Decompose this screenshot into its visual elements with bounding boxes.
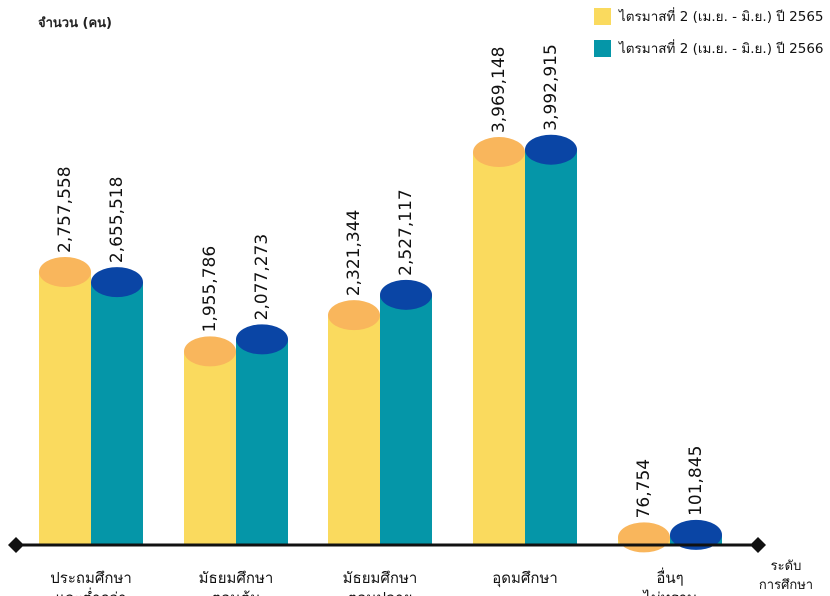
legend-label-2566: ไตรมาสที่ 2 (เม.ย. - มิ.ย.) ปี 2566 (619, 41, 824, 57)
bar-cap-2566-0 (91, 267, 143, 298)
bar-cap-2565-3 (473, 137, 525, 168)
data-labels: 2,757,558 1,955,786 2,321,344 3,969,148 76,7… (55, 44, 706, 518)
bar-2566-1 (236, 339, 288, 545)
category-label-0-1: และต่ำกว่า (55, 587, 126, 596)
category-label-0-0: ประถมศึกษา (50, 569, 132, 587)
legend-label-2565: ไตรมาสที่ 2 (เม.ย. - มิ.ย.) ปี 2565 (619, 9, 824, 25)
value-label-2566-1: 2,077,273 (252, 234, 272, 321)
category-label-2-1: ตอนปลาย (348, 589, 413, 596)
axis-end-diamond (750, 537, 766, 553)
bar-2565-0 (39, 272, 91, 545)
bar-2566-0 (91, 282, 143, 545)
bar-cap-2565-4 (618, 522, 670, 553)
legend-swatch-2565 (594, 7, 611, 25)
value-label-2566-2: 2,527,117 (396, 189, 416, 276)
category-labels: ประถมศึกษาและต่ำกว่า มัธยมศึกษาตอนต้น มัธย… (50, 567, 696, 596)
axis-start-diamond (8, 537, 24, 553)
value-label-2565-4: 76,754 (634, 459, 654, 518)
bar-cap-2565-2 (328, 300, 380, 331)
category-label-4-1: ไม่ทราบ (642, 589, 696, 596)
category-label-1-1: ตอนต้น (212, 589, 261, 596)
category-label-2-0: มัธยมศึกษา (343, 569, 418, 587)
value-label-2566-4: 101,845 (686, 446, 706, 516)
value-label-2566-0: 2,655,518 (107, 177, 127, 264)
bar-2565-1 (184, 351, 236, 545)
bars-group (39, 134, 722, 553)
value-label-2565-0: 2,757,558 (55, 166, 75, 253)
bar-2566-3 (525, 149, 577, 545)
legend: ไตรมาสที่ 2 (เม.ย. - มิ.ย.) ปี 2565 ไตรม… (594, 6, 824, 70)
bar-cap-2565-1 (184, 336, 236, 367)
bar-cap-2566-1 (236, 324, 288, 355)
category-label-3-0: อุดมศึกษา (492, 569, 558, 588)
legend-item-2566: ไตรมาสที่ 2 (เม.ย. - มิ.ย.) ปี 2566 (594, 38, 824, 58)
category-label-4-0: อื่นๆ (656, 567, 683, 587)
bar-cap-2566-2 (380, 279, 432, 310)
bar-cap-2566-4 (670, 519, 722, 550)
value-label-2565-2: 2,321,344 (344, 210, 364, 297)
bar-2565-2 (328, 315, 380, 545)
value-label-2565-3: 3,969,148 (489, 47, 509, 134)
legend-swatch-2566 (594, 39, 611, 57)
legend-item-2565: ไตรมาสที่ 2 (เม.ย. - มิ.ย.) ปี 2565 (594, 6, 824, 26)
x-axis-title-0: ระดับ (771, 559, 802, 574)
y-axis-label: จำนวน (คน) (38, 16, 112, 31)
bar-cap-2566-3 (525, 134, 577, 165)
bar-cap-2565-0 (39, 257, 91, 288)
value-label-2566-3: 3,992,915 (541, 44, 561, 131)
category-label-1-0: มัธยมศึกษา (199, 569, 274, 587)
value-label-2565-1: 1,955,786 (200, 246, 220, 333)
x-axis-title-1: การศึกษา (759, 578, 813, 593)
bar-2565-3 (473, 152, 525, 545)
bar-2566-2 (380, 294, 432, 545)
